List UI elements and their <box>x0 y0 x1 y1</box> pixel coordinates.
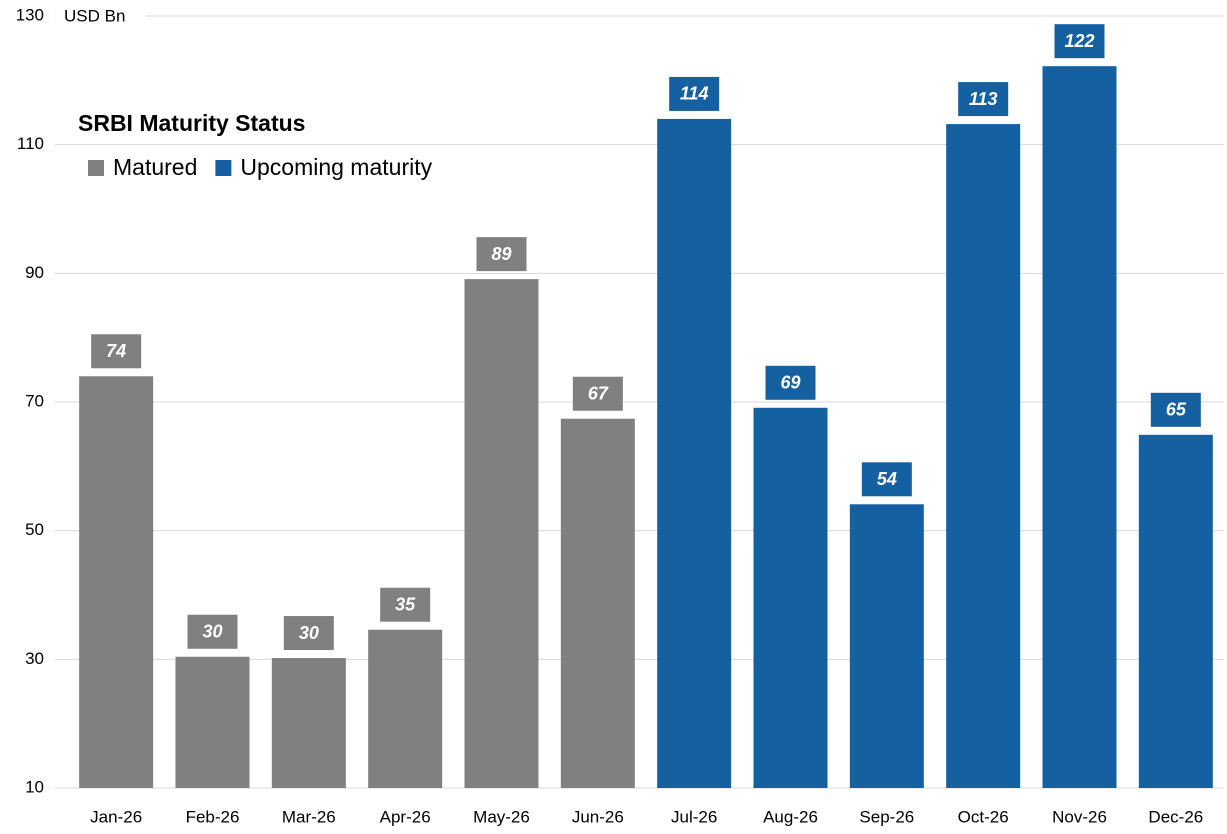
x-tick-label: Nov-26 <box>1052 807 1107 826</box>
bar <box>753 407 828 788</box>
x-tick-label: May-26 <box>473 807 530 826</box>
value-label-box <box>1150 392 1201 427</box>
grid <box>55 15 1224 789</box>
value-label-box <box>861 462 912 497</box>
value-label: 69 <box>780 373 800 393</box>
x-tick-label: Dec-26 <box>1148 807 1203 826</box>
x-tick-label: Jan-26 <box>90 807 142 826</box>
legend-label: Upcoming maturity <box>240 154 432 180</box>
value-label-box <box>958 82 1009 117</box>
value-label: 65 <box>1166 400 1187 420</box>
bar <box>464 279 539 788</box>
value-label: 114 <box>680 84 709 104</box>
bar <box>368 629 443 788</box>
bar <box>946 124 1021 788</box>
x-tick-label: Sep-26 <box>859 807 914 826</box>
y-tick-label: 110 <box>17 134 44 153</box>
value-label: 122 <box>1064 31 1094 51</box>
x-tick-label: Mar-26 <box>282 807 336 826</box>
bar <box>1042 66 1117 789</box>
x-tick-label: Apr-26 <box>380 807 431 826</box>
value-label-box <box>380 587 431 622</box>
x-tick-label: Oct-26 <box>958 807 1009 826</box>
value-label: 74 <box>106 341 126 361</box>
value-label-box <box>669 76 720 111</box>
legend-swatch <box>215 160 232 176</box>
y-axis-label: USD Bn <box>64 6 125 25</box>
y-tick-label: 10 <box>25 777 44 796</box>
chart-title: SRBI Maturity Status <box>78 110 305 136</box>
y-tick-label: 50 <box>25 520 44 539</box>
bar <box>1138 434 1213 788</box>
value-label: 89 <box>491 244 511 264</box>
value-label: 54 <box>877 469 897 489</box>
x-tick-label: Feb-26 <box>186 807 240 826</box>
value-label: 30 <box>202 622 222 642</box>
value-label-box <box>91 334 142 369</box>
y-tick-label: 90 <box>25 263 44 282</box>
value-label-box <box>572 376 623 411</box>
value-label: 35 <box>395 594 416 614</box>
bar <box>271 658 346 788</box>
x-tick-label: Jun-26 <box>572 807 624 826</box>
value-label: 113 <box>969 89 998 109</box>
value-label-box <box>476 237 527 272</box>
bars: 74 30 30 35 89 67 114 69 54 113 122 65 <box>79 24 1213 789</box>
bar <box>560 418 635 788</box>
y-tick-label: 30 <box>25 649 44 668</box>
y-tick-label: 130 <box>16 5 44 24</box>
value-label: 67 <box>588 383 609 403</box>
y-tick-label: 70 <box>25 391 44 410</box>
axis-label-background <box>56 4 146 28</box>
x-tick-label: Aug-26 <box>763 807 818 826</box>
bar <box>657 118 732 788</box>
bar <box>175 656 250 788</box>
bar <box>849 504 924 788</box>
x-tick-label: Jul-26 <box>671 807 717 826</box>
value-label-box <box>283 616 334 651</box>
legend-swatch <box>88 160 104 176</box>
legend-label: Matured <box>113 154 197 180</box>
value-label-box <box>1054 24 1105 59</box>
value-label-box <box>765 365 816 400</box>
legend: Matured Upcoming maturity <box>88 154 433 180</box>
bar <box>79 376 154 788</box>
value-label-box <box>187 614 238 649</box>
value-label: 30 <box>299 623 319 643</box>
